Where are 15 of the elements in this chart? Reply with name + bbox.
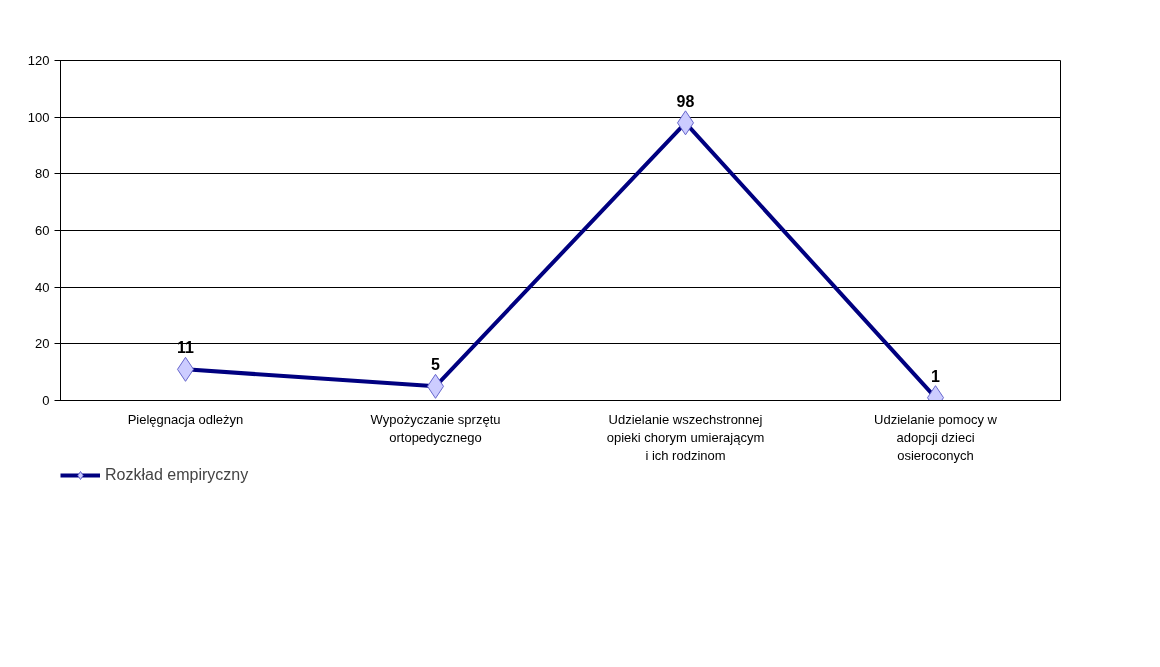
y-tick-label: 40 xyxy=(35,279,50,295)
y-tick-label: 0 xyxy=(42,393,50,408)
x-tick-label: Udzielanie pomocy w adopcji dzieci osieroconych xyxy=(874,411,998,463)
y-tick-label: 120 xyxy=(27,53,50,68)
data-label: 1 xyxy=(931,367,941,385)
y-tick-label: 80 xyxy=(35,166,50,182)
data-label: 98 xyxy=(676,92,695,110)
y-tick-label: 60 xyxy=(35,223,50,238)
y-tick-label: 20 xyxy=(35,336,50,352)
x-tick-label: Udzielanie wszechstronnej opieki chorym umierającym i ich rodzinom xyxy=(606,411,765,463)
legend-label: Rozkład empiryczny xyxy=(105,466,249,484)
x-tick-label: Wypożyczanie sprzętu ortopedycznego xyxy=(370,411,501,445)
y-tick-label: 100 xyxy=(27,109,50,125)
data-label: 5 xyxy=(431,356,441,374)
x-tick-label: Pielęgnacja odleżyn xyxy=(127,411,244,427)
